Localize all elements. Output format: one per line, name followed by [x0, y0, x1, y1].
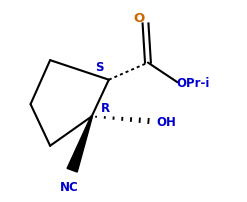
- Text: O: O: [134, 12, 145, 25]
- Polygon shape: [67, 117, 92, 172]
- Text: OH: OH: [156, 115, 176, 128]
- Text: S: S: [95, 60, 103, 73]
- Text: OPr-i: OPr-i: [177, 76, 210, 89]
- Text: R: R: [101, 102, 110, 115]
- Text: NC: NC: [60, 180, 79, 193]
